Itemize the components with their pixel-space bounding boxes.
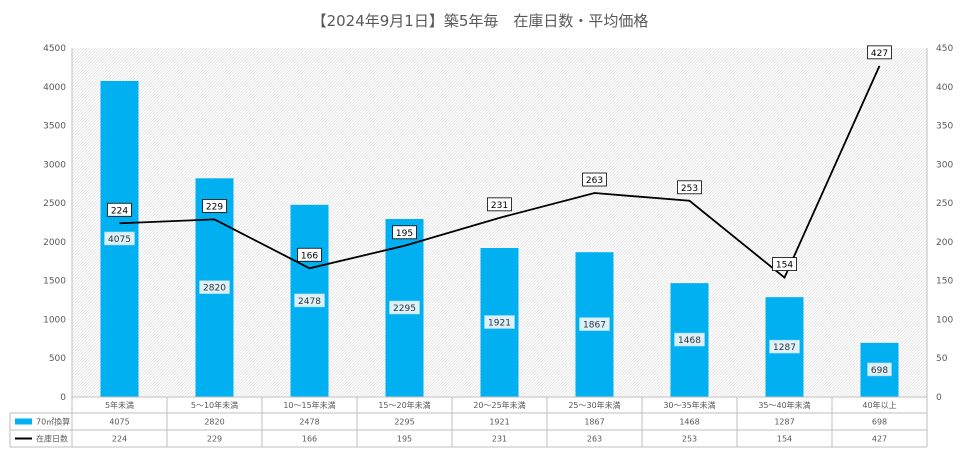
- y-left-tick-label: 500: [49, 354, 66, 364]
- y-left-tick-label: 4000: [43, 83, 66, 93]
- bar-data-label-box: [104, 231, 135, 246]
- bar-data-label-box: [674, 332, 705, 347]
- line-data-label: 427: [871, 49, 888, 59]
- bar-data-label: 698: [871, 366, 888, 376]
- table-cell-line: 224: [112, 435, 127, 444]
- bar-data-label-box: [199, 280, 230, 294]
- table-cell-bars: 4075: [109, 418, 129, 427]
- line-data-label: 263: [586, 176, 603, 186]
- line-data-label: 166: [301, 251, 318, 261]
- table-cell-bars: 2478: [299, 418, 319, 427]
- line-data-label: 224: [111, 206, 128, 216]
- line-data-label-box: [107, 202, 132, 217]
- y-right-tick-label: 100: [936, 315, 953, 325]
- line-data-label-box: [582, 172, 607, 187]
- table-cell-line: 253: [682, 435, 697, 444]
- bar-data-label: 2478: [298, 297, 321, 307]
- category-label: 40年以上: [862, 400, 896, 410]
- y-left-tick-label: 4500: [43, 44, 66, 54]
- table-cell-bars: 698: [872, 418, 887, 427]
- table-cell-line: 231: [492, 435, 507, 444]
- chart-title: 【2024年9月1日】築5年毎 在庫日数・平均価格: [311, 12, 649, 30]
- bar-data-label-box: [579, 317, 610, 331]
- table-cell-bars: 2295: [394, 418, 414, 427]
- bar-data-label: 1921: [488, 319, 511, 329]
- line-data-label-box: [867, 45, 892, 60]
- table-cell-line: 427: [872, 435, 887, 444]
- y-left-tick-label: 2500: [43, 199, 66, 209]
- y-left-tick-label: 2000: [43, 238, 66, 248]
- category-label: 15～20年未満: [378, 400, 430, 410]
- y-right-tick-label: 300: [936, 160, 953, 170]
- line-data-label: 231: [491, 201, 508, 211]
- category-label: 30～35年未満: [663, 400, 715, 410]
- line-data-label: 229: [206, 202, 223, 212]
- table-cell-bars: 1867: [584, 418, 604, 427]
- line-data-label-box: [202, 198, 227, 213]
- line-data-label-box: [487, 197, 512, 212]
- table-cell-bars: 2820: [204, 418, 224, 427]
- line-data-label-box: [677, 180, 702, 195]
- legend-label-line: 在庫日数: [36, 434, 68, 444]
- table-cell-line: 166: [302, 435, 317, 444]
- bar-data-label-box: [389, 300, 420, 315]
- y-right-tick-label: 50: [936, 354, 948, 364]
- line-data-label-box: [772, 257, 797, 271]
- table-cell-bars: 1468: [679, 418, 699, 427]
- line-series-在庫日数: [119, 65, 881, 279]
- bar-data-label: 2820: [203, 284, 226, 294]
- line-data-label-box: [392, 225, 417, 240]
- y-left-tick-label: 0: [60, 393, 66, 403]
- y-right-tick-label: 350: [936, 122, 953, 132]
- table-cell-line: 263: [587, 435, 602, 444]
- y-left-tick-label: 1000: [43, 315, 66, 325]
- bar-data-label: 1287: [773, 343, 796, 353]
- bar-data-label-box: [769, 339, 800, 354]
- line-data-label: 253: [681, 184, 698, 194]
- y-right-tick-label: 150: [936, 277, 953, 287]
- bar-data-label: 2295: [393, 304, 416, 314]
- table-cell-line: 229: [207, 435, 222, 444]
- y-right-tick-label: 200: [936, 238, 953, 248]
- y-right-tick-label: 450: [936, 44, 953, 54]
- bar-data-label: 4075: [108, 235, 131, 245]
- table-cell-bars: 1287: [774, 418, 794, 427]
- bar-data-label: 1867: [583, 321, 606, 331]
- bar-data-label-box: [294, 293, 325, 308]
- bar-data-label-box: [484, 315, 515, 329]
- legend-label-bars: 70㎡換算: [36, 417, 70, 427]
- category-label: 5年未満: [105, 400, 134, 410]
- legend-key-bars: [15, 418, 32, 425]
- line-data-label-box: [297, 247, 322, 262]
- y-right-tick-label: 0: [936, 393, 942, 403]
- y-right-tick-label: 400: [936, 83, 953, 93]
- category-label: 5～10年未満: [191, 400, 238, 410]
- line-data-label: 195: [396, 229, 413, 239]
- table-cell-line: 195: [397, 435, 412, 444]
- category-label: 25～30年未満: [568, 400, 620, 410]
- table-cell-line: 154: [777, 435, 792, 444]
- bar-data-label-box: [867, 362, 892, 377]
- y-left-tick-label: 3500: [43, 122, 66, 132]
- bar-data-label: 1468: [678, 336, 701, 346]
- category-label: 35～40年未満: [758, 400, 810, 410]
- table-cell-bars: 1921: [489, 418, 509, 427]
- y-left-tick-label: 1500: [43, 277, 66, 287]
- y-left-tick-label: 3000: [43, 160, 66, 170]
- line-data-label: 154: [776, 261, 793, 271]
- category-label: 20～25年未満: [473, 400, 525, 410]
- y-right-tick-label: 250: [936, 199, 953, 209]
- category-label: 10～15年未満: [283, 400, 335, 410]
